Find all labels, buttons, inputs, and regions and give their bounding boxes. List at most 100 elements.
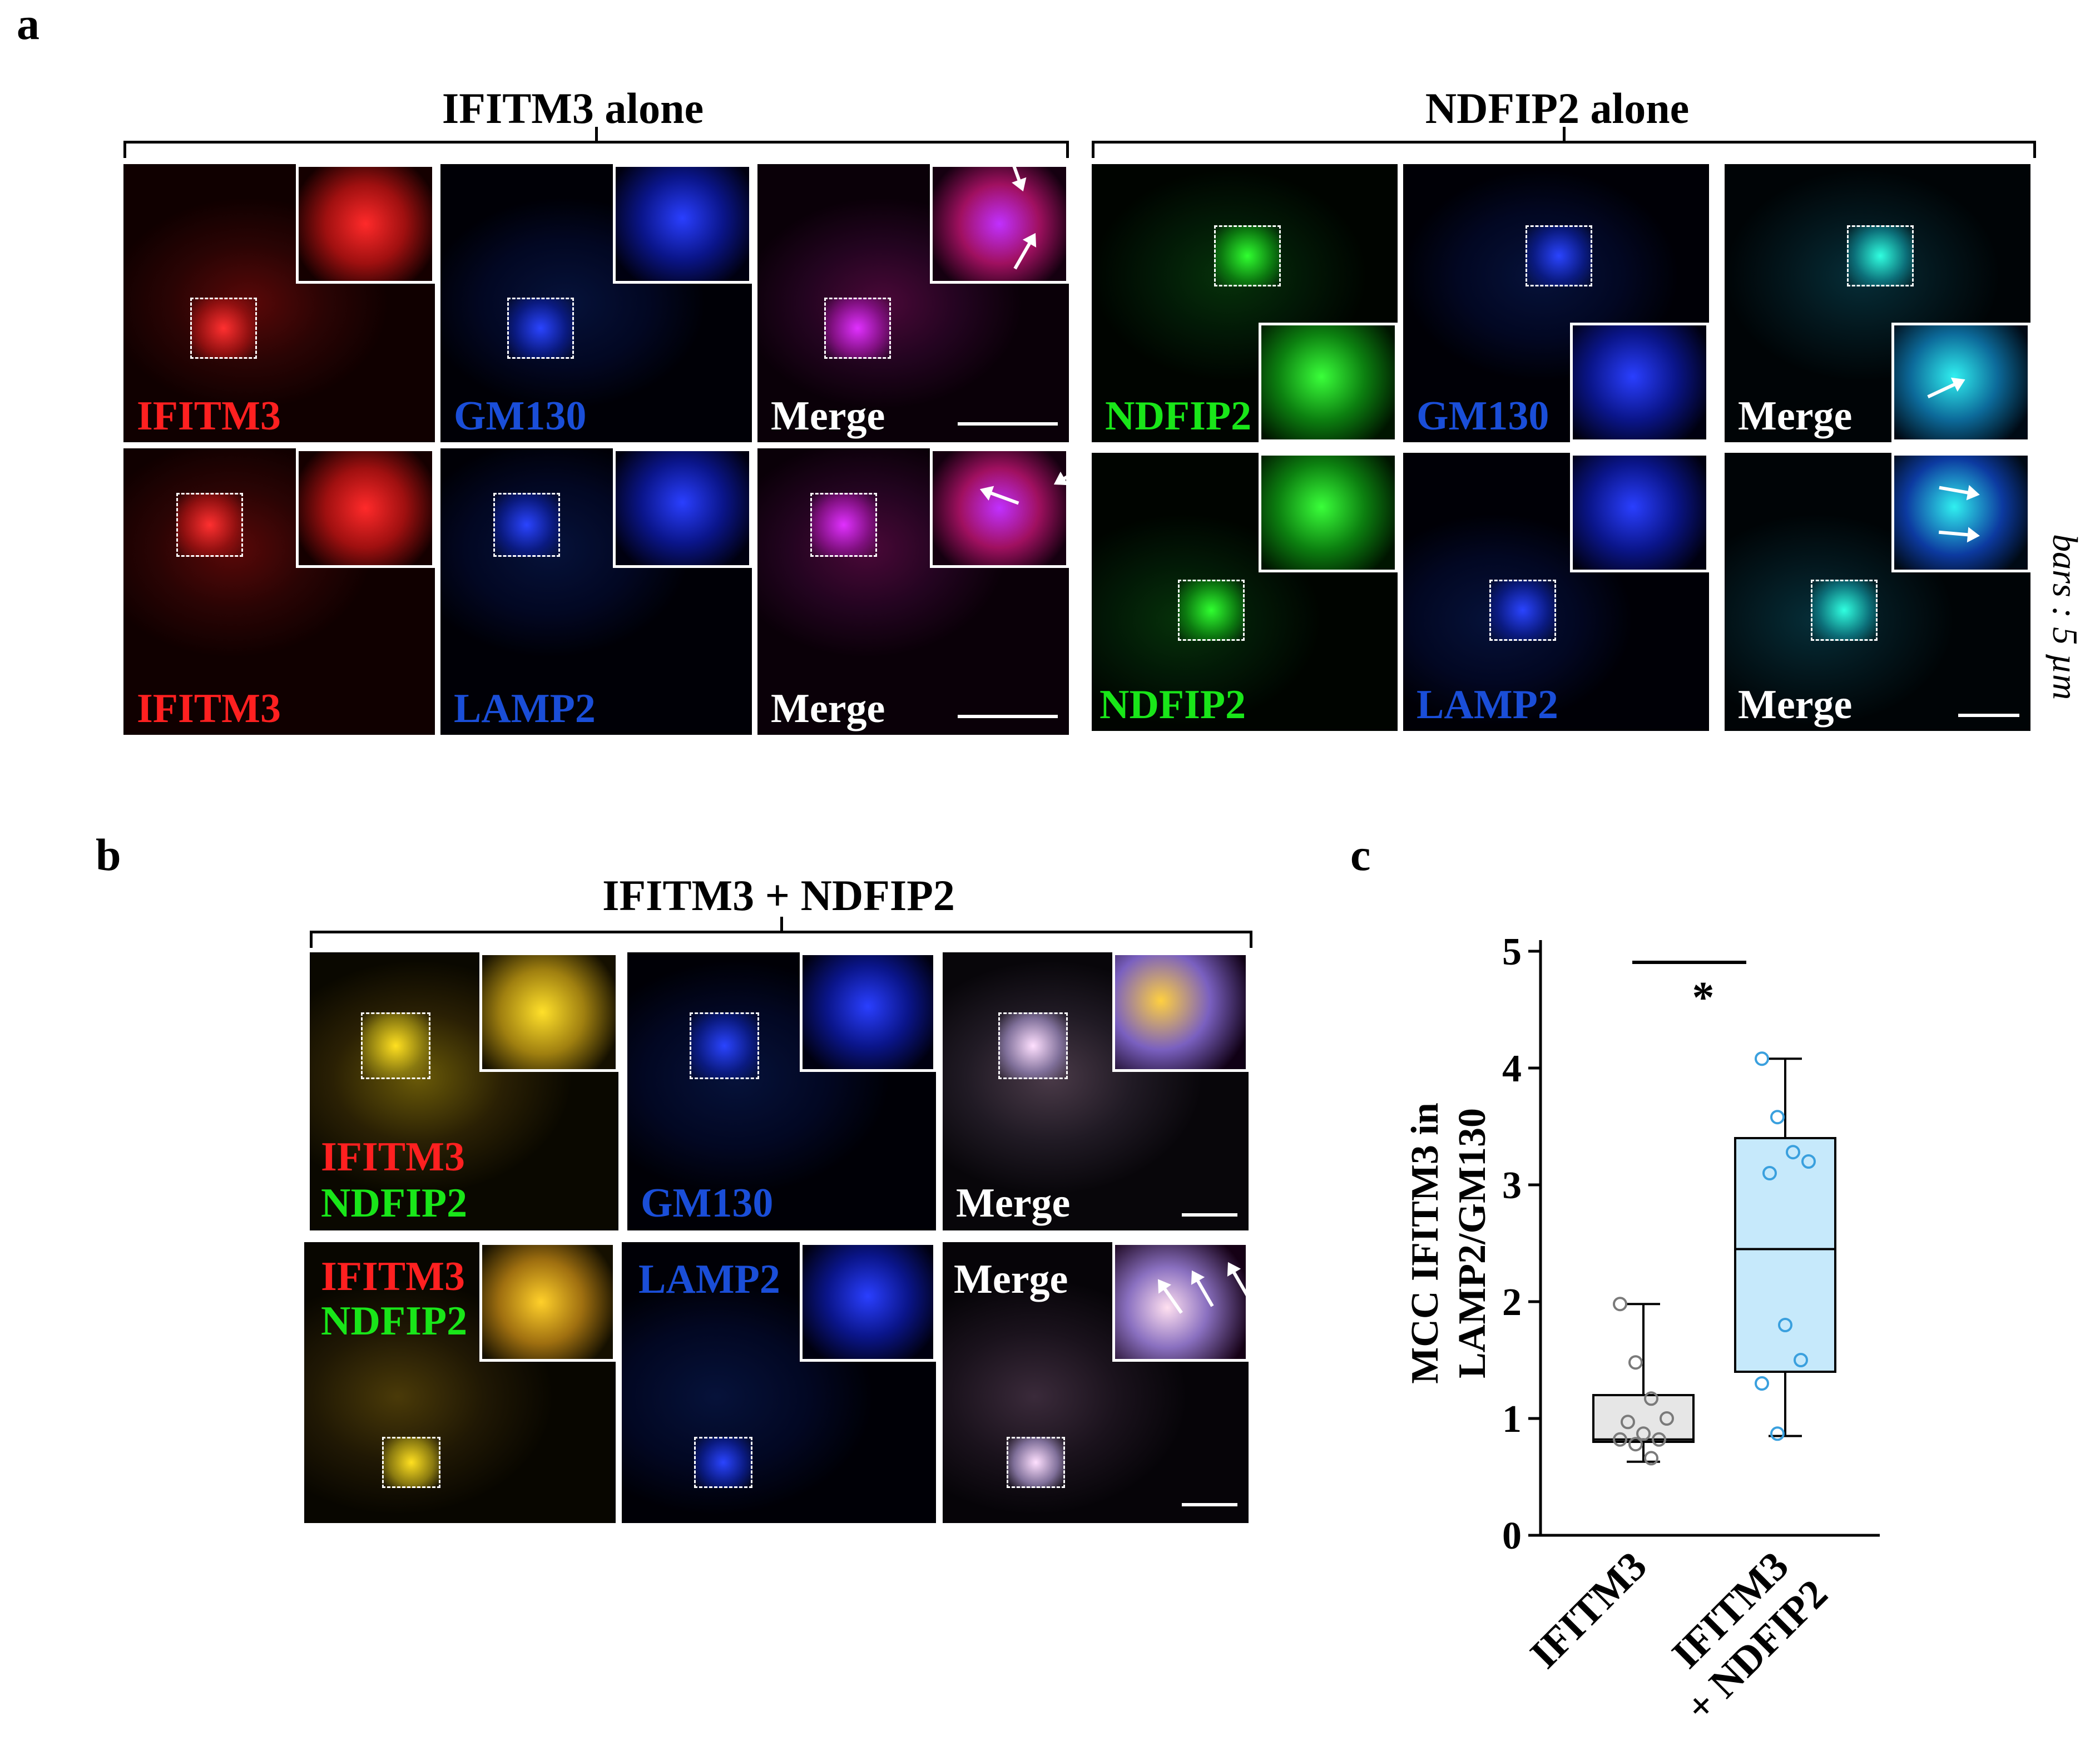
y-tick-label: 4 <box>1502 1047 1522 1090</box>
channel-label-ifitm3: IFITM3 <box>321 1134 465 1180</box>
roi-box <box>1489 580 1556 641</box>
micrograph-merge: Merge <box>757 164 1069 442</box>
micrograph-merge: Merge <box>1725 453 2030 731</box>
inset-zoom <box>613 448 752 568</box>
data-point <box>1786 1145 1800 1160</box>
channel-label: LAMP2 <box>1416 682 1558 728</box>
arrow-icon <box>1007 167 1022 185</box>
micrograph-gm130: GM130 <box>627 952 936 1230</box>
channel-label: Merge <box>954 1257 1068 1302</box>
roi-box <box>810 493 877 557</box>
scale-bar <box>958 422 1058 426</box>
panel-label-c: c <box>1350 829 1371 880</box>
inset-zoom <box>1259 323 1398 442</box>
bracket-ifitm3-alone <box>123 127 1069 158</box>
data-point <box>1801 1154 1816 1169</box>
y-axis-label: LAMP2/GM130 <box>1451 1108 1494 1378</box>
channel-label: IFITM3 <box>137 686 281 731</box>
channel-label: NDFIP2 <box>1099 682 1246 728</box>
inset-zoom <box>930 164 1069 284</box>
arrow-icon <box>1939 486 1973 495</box>
group-title-ifitm3-alone: IFITM3 alone <box>442 84 704 132</box>
bracket-ndfip2-alone <box>1092 127 2036 158</box>
scale-bar <box>1182 1213 1237 1217</box>
roi-box <box>361 1012 430 1079</box>
channel-label: IFITM3 <box>137 393 281 439</box>
inset-zoom <box>1570 323 1709 442</box>
y-tick-label: 0 <box>1502 1515 1522 1558</box>
inset-zoom <box>296 164 435 284</box>
channel-label-ndfip2: NDFIP2 <box>321 1298 468 1344</box>
inset-zoom <box>1112 952 1249 1072</box>
micrograph-ifitm3-ndfip2: IFITM3 NDFIP2 <box>304 1242 616 1523</box>
arrow-icon <box>1059 462 1066 482</box>
inset-zoom <box>296 448 435 568</box>
data-point <box>1755 1376 1769 1391</box>
roi-box <box>1526 225 1592 286</box>
micrograph-ndfip2: NDFIP2 <box>1092 453 1398 731</box>
micrograph-merge: Merge <box>943 1242 1249 1523</box>
arrow-icon <box>1161 1284 1183 1314</box>
channel-label: GM130 <box>454 393 587 439</box>
data-point <box>1628 1437 1643 1452</box>
inset-zoom <box>613 164 752 284</box>
bracket-ifitm3-ndfip2 <box>310 917 1252 948</box>
arrow-icon <box>1230 1268 1246 1299</box>
scale-bar <box>958 715 1058 718</box>
roi-box <box>1007 1437 1065 1488</box>
inset-zoom <box>1112 1242 1249 1362</box>
inset-zoom <box>800 952 936 1072</box>
inset-zoom <box>479 952 618 1072</box>
channel-label: Merge <box>1738 682 1853 728</box>
micrograph-ifitm3: IFITM3 <box>123 448 435 735</box>
y-axis-label: MCC IFITM3 in <box>1404 1103 1447 1384</box>
data-point <box>1652 1432 1666 1447</box>
roi-box <box>1178 580 1245 641</box>
roi-box <box>694 1437 752 1488</box>
panel-label-a: a <box>17 0 39 49</box>
inset-zoom <box>800 1242 936 1362</box>
roi-box <box>824 298 891 359</box>
micrograph-lamp2: LAMP2 <box>1403 453 1709 731</box>
roi-box <box>382 1437 440 1488</box>
data-point <box>1628 1355 1643 1370</box>
arrow-icon <box>1194 1276 1214 1307</box>
channel-label: GM130 <box>641 1180 774 1226</box>
scale-note: bars : 5 µm <box>2045 534 2085 700</box>
channel-label-ndfip2: NDFIP2 <box>321 1180 468 1226</box>
inset-zoom <box>1259 453 1398 572</box>
roi-box <box>690 1012 759 1079</box>
channel-label: LAMP2 <box>638 1257 780 1302</box>
roi-box <box>1214 225 1281 286</box>
data-point <box>1778 1318 1792 1332</box>
data-point <box>1794 1353 1808 1367</box>
micrograph-lamp2: LAMP2 <box>440 448 752 735</box>
data-point <box>1644 1391 1658 1406</box>
roi-box <box>998 1012 1068 1079</box>
micrograph-gm130: GM130 <box>440 164 752 442</box>
y-tick-label: 2 <box>1502 1281 1522 1324</box>
significance-star: * <box>1692 973 1715 1022</box>
micrograph-merge: Merge <box>1725 164 2030 442</box>
inset-zoom <box>1570 453 1709 572</box>
group-title-ifitm3-ndfip2: IFITM3 + NDFIP2 <box>602 871 955 920</box>
data-point <box>1644 1451 1658 1466</box>
inset-zoom <box>1891 323 2030 442</box>
y-tick-label: 5 <box>1502 931 1522 973</box>
roi-box <box>190 298 257 359</box>
group-title-ndfip2-alone: NDFIP2 alone <box>1425 84 1690 132</box>
micrograph-ifitm3-ndfip2: IFITM3 NDFIP2 <box>310 952 618 1230</box>
channel-label: NDFIP2 <box>1105 393 1252 439</box>
x-category-label: IFITM3 <box>1522 1543 1656 1677</box>
data-point <box>1613 1432 1627 1447</box>
roi-box <box>176 493 243 557</box>
channel-label: Merge <box>771 393 885 439</box>
channel-label: LAMP2 <box>454 686 596 731</box>
channel-label: GM130 <box>1416 393 1549 439</box>
inset-zoom <box>479 1242 616 1362</box>
data-point <box>1770 1426 1785 1441</box>
scale-bar <box>1182 1503 1237 1506</box>
inset-zoom <box>930 448 1069 568</box>
data-point <box>1660 1411 1674 1426</box>
